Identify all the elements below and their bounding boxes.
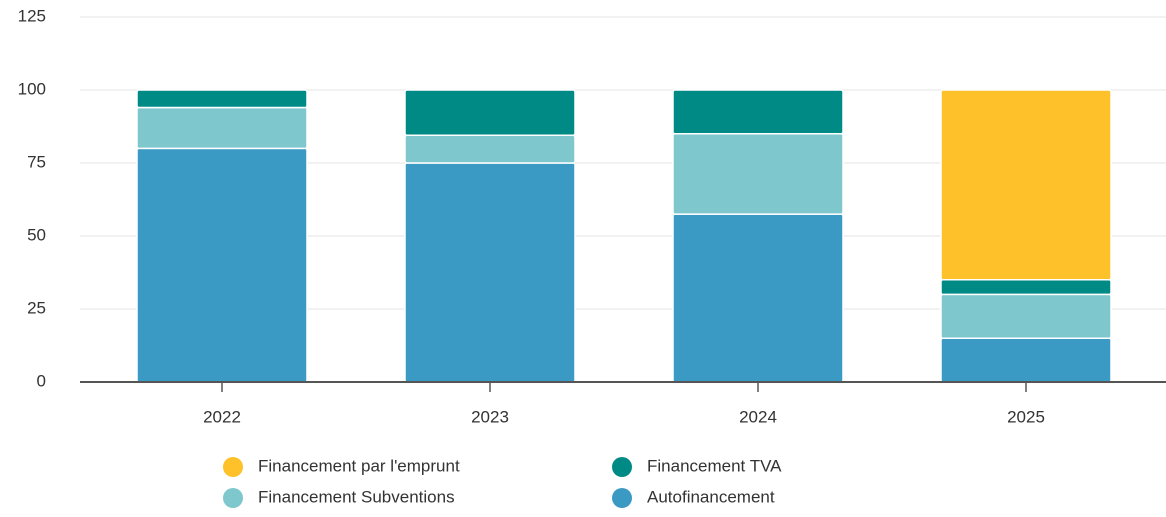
bar-segment [404, 162, 576, 383]
bar-segment [940, 293, 1112, 339]
bar-segment [672, 213, 844, 383]
bar-segment [136, 147, 308, 383]
bar-segment [136, 89, 308, 109]
y-tick-label: 50 [27, 225, 46, 244]
y-tick-label: 0 [37, 371, 46, 390]
bar-segment [404, 134, 576, 164]
legend-label: Financement TVA [647, 456, 782, 475]
x-tick-label: 2025 [1007, 407, 1045, 426]
bar-segment [940, 279, 1112, 296]
y-tick-label: 100 [18, 79, 46, 98]
bar-segment [940, 337, 1112, 383]
legend-label: Financement par l'emprunt [258, 456, 460, 475]
y-tick-label: 25 [27, 298, 46, 317]
bar-segment [136, 106, 308, 150]
x-tick-label: 2022 [203, 407, 241, 426]
bar-segment [940, 89, 1112, 281]
legend-swatch [223, 488, 243, 508]
legend-swatch [612, 457, 632, 477]
legend-label: Autofinancement [647, 487, 775, 506]
bar-segment [672, 133, 844, 215]
bar-segment [404, 89, 576, 137]
legend-label: Financement Subventions [258, 487, 455, 506]
legend-swatch [612, 488, 632, 508]
x-tick-label: 2024 [739, 407, 777, 426]
x-tick-label: 2023 [471, 407, 509, 426]
y-tick-label: 125 [18, 6, 46, 25]
y-tick-label: 75 [27, 152, 46, 171]
bar-segment [672, 89, 844, 135]
legend-swatch [223, 457, 243, 477]
